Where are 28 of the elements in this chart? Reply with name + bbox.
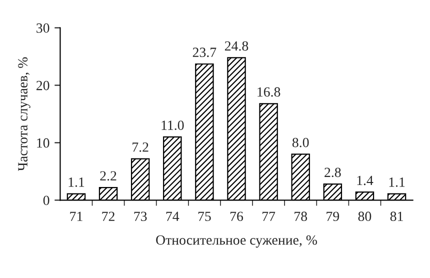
x-tick-label: 75 <box>198 212 211 222</box>
data-label: 2.8 <box>324 168 341 178</box>
data-label: 24.8 <box>224 41 248 51</box>
data-label: 1.1 <box>68 178 84 187</box>
x-axis-title: Относительное сужение, % <box>156 235 317 248</box>
x-tick-label: 81 <box>390 212 403 222</box>
y-tick-label: 10 <box>37 138 50 148</box>
data-label: 8.0 <box>292 138 309 148</box>
y-axis-title: Частота случаев, % <box>18 57 30 171</box>
x-tick-label: 71 <box>70 212 82 221</box>
x-tick-label: 80 <box>358 212 372 222</box>
x-tick-label: 77 <box>262 212 276 221</box>
x-tick-label: 79 <box>326 212 340 222</box>
data-label: 7.2 <box>132 142 148 152</box>
y-tick-label: 0 <box>43 196 50 206</box>
data-label: 1.1 <box>389 178 405 187</box>
data-label: 16.8 <box>258 87 280 97</box>
y-tick-label: 20 <box>36 80 50 90</box>
data-label: 23.7 <box>192 48 216 58</box>
x-tick-label: 72 <box>102 212 114 221</box>
data-label: 11.0 <box>162 120 184 130</box>
x-tick-label: 74 <box>166 212 180 221</box>
x-tick-label: 78 <box>294 212 308 222</box>
x-tick-label: 76 <box>230 212 244 222</box>
data-label: 2.2 <box>100 171 116 181</box>
x-tick-label: 73 <box>134 212 147 222</box>
data-label: 1.4 <box>357 176 374 186</box>
y-tick-label: 30 <box>36 23 50 33</box>
